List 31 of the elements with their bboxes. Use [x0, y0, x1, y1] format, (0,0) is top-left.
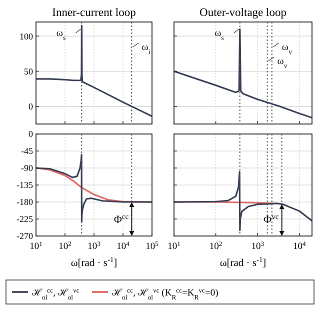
y-tick-label: 0	[28, 129, 34, 140]
chart-title: Inner-current loop	[52, 7, 136, 19]
y-tick-label: 0	[28, 102, 34, 112]
ref-line-label: ω$_{i}$	[142, 42, 150, 56]
y-tick-label: -90	[21, 163, 34, 174]
y-tick-label: -135	[16, 180, 34, 190]
x-axis-title: ω[rad · s$^{-1}$]	[220, 254, 266, 269]
ref-line-label: ω$_{s}$	[214, 28, 224, 42]
x-tick-label: 10$^{4}$	[116, 240, 130, 252]
ref-line-label: ω$_{v}$	[277, 56, 288, 70]
x-tick-label: 10$^{4}$	[293, 240, 306, 252]
x-tick-label: 10$^{1}$	[30, 240, 42, 252]
x-tick-label: 10$^{2}$	[58, 240, 72, 252]
y-tick-label: -225	[16, 214, 34, 224]
ref-line-label: ω$_{s}$	[56, 28, 66, 42]
x-tick-label: 10$^{2}$	[209, 240, 222, 252]
x-tick-label: 10$^{3}$	[251, 240, 265, 252]
y-tick-label: -270	[16, 231, 34, 242]
ref-line-label: ω$_{v}$	[282, 42, 293, 56]
x-tick-label: 10$^{5}$	[146, 240, 160, 252]
annotation: Φ$^{cc}$	[114, 212, 130, 226]
x-tick-label: 10$^{3}$	[88, 240, 102, 252]
x-axis-title: ω[rad · s$^{-1}$]	[70, 254, 118, 269]
annotation: Φ$^{vc}$	[264, 212, 280, 226]
x-tick-label: 10$^{1}$	[168, 240, 180, 252]
text: ℋ$_{ol}$$^{cc}$, ℋ$_{ol}$$^{vc}$ (K$_{R}$$^{cc}$=K$_{R}$$^{vc}$=0)	[112, 287, 218, 301]
y-tick-label: -180	[16, 197, 34, 208]
y-tick-label: 100	[20, 31, 34, 42]
chart-title: Outer-voltage loop	[200, 7, 287, 19]
y-tick-label: -45	[21, 146, 34, 156]
y-tick-label: 50	[24, 66, 34, 76]
